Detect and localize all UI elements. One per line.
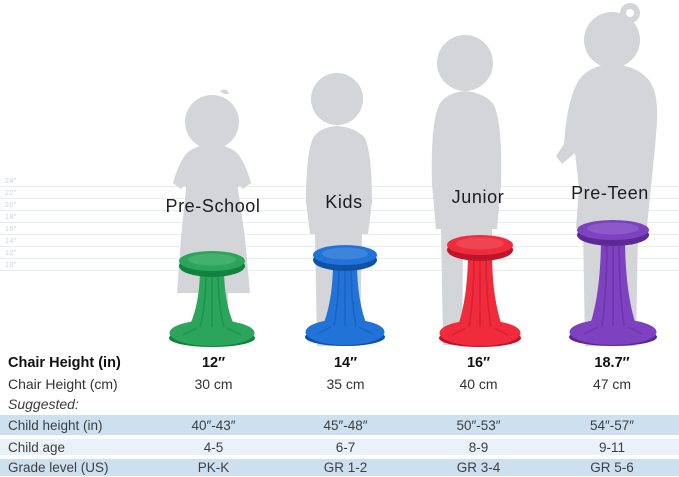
cell-value: 8-9: [468, 439, 489, 455]
cell-value: GR 5-6: [590, 460, 634, 475]
cell-value: 40 cm: [459, 376, 498, 392]
size-label-preteen: Pre-Teen: [571, 183, 649, 203]
cell-value: 14″: [333, 355, 358, 371]
ruler-tick-label: 18″: [5, 214, 17, 221]
cell-value: 35 cm: [326, 376, 365, 392]
row-label: Child height (in): [8, 417, 103, 433]
size-label-junior: Junior: [451, 187, 505, 207]
row-label: Child age: [8, 439, 66, 455]
cell-value: 6-7: [335, 439, 356, 455]
size-label-preschool: Pre-School: [165, 196, 261, 216]
wobble-stool-preschool: [169, 251, 255, 347]
wobble-stool-preteen: [569, 220, 657, 346]
cell-value: 47 cm: [592, 376, 632, 392]
cell-value: 45″-48″: [323, 417, 368, 433]
row-label: Chair Height (cm): [8, 376, 118, 392]
cell-value: 50″-53″: [456, 417, 501, 433]
cell-value: 9-11: [598, 439, 626, 455]
cell-value: 18.7″: [594, 355, 630, 371]
table-row-grade-level: Grade level (US) PK-K GR 1-2 GR 3-4 GR 5…: [0, 459, 679, 476]
row-label: Suggested:: [8, 395, 79, 412]
ruler-tick-label: 16″: [5, 226, 17, 233]
row-label: Grade level (US): [8, 460, 109, 475]
cell-value: 12″: [201, 355, 226, 371]
ruler-tick-label: 20″: [5, 202, 17, 209]
ruler-tick-label: 14″: [5, 238, 17, 245]
table-row-child-age: Child age 4-5 6-7 8-9 9-11: [0, 439, 679, 455]
size-label-kids: Kids: [325, 192, 363, 212]
wobble-stool-junior: [439, 235, 521, 347]
cell-value: GR 1-2: [323, 460, 368, 475]
comparison-table: Chair Height (in) 12″ 14″ 16″ 18.7″ Chai…: [0, 352, 679, 476]
row-label: Chair Height (in): [8, 355, 121, 371]
cell-value: 40″-43″: [191, 417, 236, 433]
cell-value: GR 3-4: [456, 460, 501, 475]
wobble-stool-kids: [305, 245, 385, 346]
ruler-tick-label: 22″: [5, 190, 17, 197]
table-row-chair-height-cm: Chair Height (cm) 30 cm 35 cm 40 cm 47 c…: [0, 374, 679, 394]
table-row-child-height: Child height (in) 40″-43″ 45″-48″ 50″-53…: [0, 415, 679, 435]
child-silhouette-preschool: [173, 89, 251, 343]
cell-value: PK-K: [197, 460, 230, 475]
ruler-tick-label: 12″: [5, 250, 17, 257]
cell-value: 54″-57″: [589, 417, 635, 433]
ruler-tick-label: 24″: [5, 178, 17, 185]
child-silhouette-preteen: [556, 3, 658, 346]
table-row-chair-height-in: Chair Height (in) 12″ 14″ 16″ 18.7″: [0, 352, 679, 374]
table-row-suggested: Suggested:: [0, 394, 679, 413]
ruler-tick-label: 10″: [5, 262, 17, 269]
cell-value: 30 cm: [194, 376, 233, 392]
cell-value: 4-5: [203, 439, 224, 455]
cell-value: 16″: [466, 355, 491, 371]
